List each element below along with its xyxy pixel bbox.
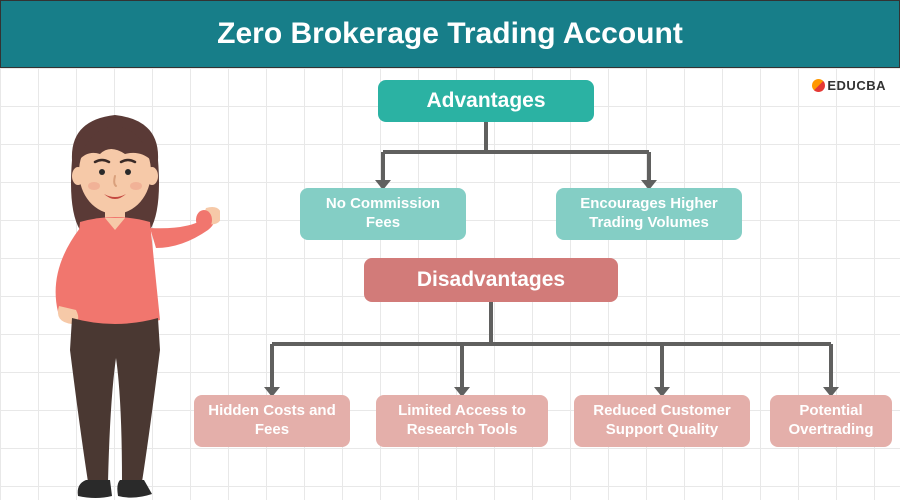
logo-text: EDUCBA <box>827 78 886 93</box>
brand-logo: EDUCBA <box>812 78 886 93</box>
person-illustration <box>10 100 220 500</box>
header-bar: Zero Brokerage Trading Account <box>0 0 900 68</box>
node-dis3: Reduced Customer Support Quality <box>574 395 750 447</box>
header-title: Zero Brokerage Trading Account <box>217 17 683 51</box>
node-disadvantages: Disadvantages <box>364 258 618 302</box>
node-adv1: No Commission Fees <box>300 188 466 240</box>
node-dis4: Potential Overtrading <box>770 395 892 447</box>
logo-icon <box>812 79 825 92</box>
node-advantages: Advantages <box>378 80 594 122</box>
node-dis2: Limited Access to Research Tools <box>376 395 548 447</box>
node-adv2: Encourages Higher Trading Volumes <box>556 188 742 240</box>
